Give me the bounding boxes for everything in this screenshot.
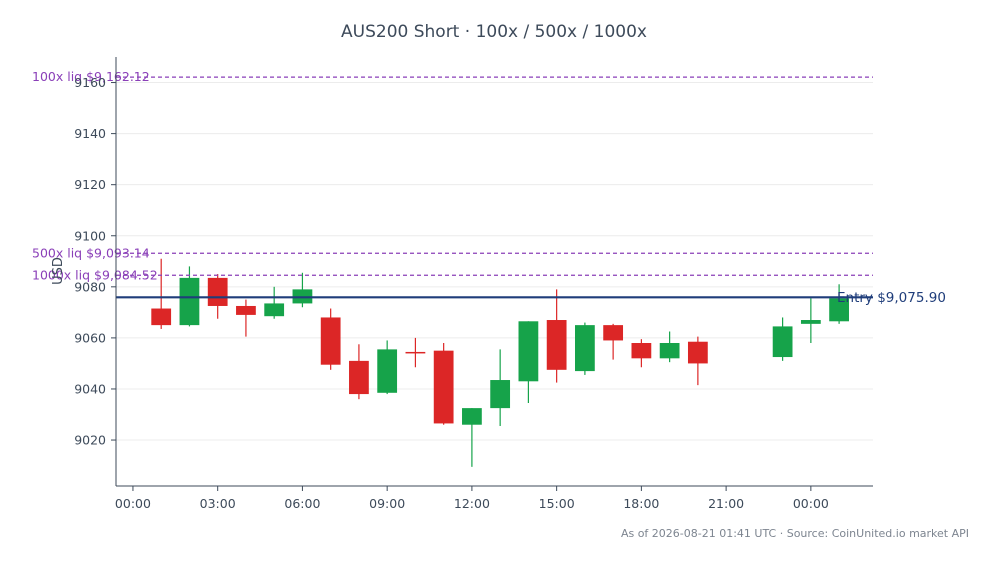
candle-body-up [377,349,398,393]
candle-body-up [179,277,200,326]
candle-body-down [236,305,256,315]
liq-1000x-label: 1000x liq $9,084.52 [32,267,158,282]
x-tick-label: 21:00 [708,496,744,511]
y-tick-label: 9140 [74,126,106,141]
ticks: 9020 9040 9060 9080 9100 9120 9140 9160 00:00 03:… [74,75,829,511]
chart-title: AUS200 Short · 100x / 500x / 1000x [341,22,647,42]
candle-body-down [603,325,624,341]
candle-body-down [546,320,567,370]
liq-100x-label: 100x liq $9,162.12 [32,69,150,84]
y-tick-label: 9100 [74,228,106,243]
candle-body-down [207,277,228,306]
axes [115,57,873,487]
candle-body-up [659,343,680,359]
candles [151,258,849,467]
x-tick-label: 06:00 [284,496,320,511]
x-tick-label: 00:00 [115,496,151,511]
candle-body-down [349,360,369,395]
x-tick-label: 03:00 [200,496,236,511]
x-tick-label: 00:00 [793,496,829,511]
y-axis-title: USD [51,257,66,285]
x-tick-label: 15:00 [539,496,575,511]
x-tick-label: 18:00 [623,496,659,511]
candle-body-up [264,303,285,317]
candle-body-up [772,326,793,358]
candle-body-down [320,317,341,365]
y-tick-label: 9060 [74,330,106,345]
liq-500x-label: 500x liq $9,093.14 [32,245,150,260]
candle-body-up [800,320,821,324]
source-footer: As of 2026-08-21 01:41 UTC · Source: Coi… [621,527,969,540]
x-tick-label: 12:00 [454,496,490,511]
y-tick-label: 9120 [74,177,106,192]
y-tick-label: 9080 [74,279,106,294]
y-tick-label: 9020 [74,433,106,448]
candle-body-up [575,325,595,372]
grid-lines [116,82,873,441]
reference-lines: 100x liq $9,162.12 500x liq $9,093.14 1000… [32,69,946,306]
y-tick-label: 9160 [74,75,106,90]
candle-body-up [490,380,511,409]
x-tick-label: 09:00 [369,496,405,511]
candle-body-down [687,341,708,364]
candle-body-down [433,350,454,424]
candle-body-up [829,298,849,322]
candle-body-down [631,343,652,359]
candle-body-up [462,408,482,425]
candle-body-down [405,351,426,354]
entry-label: Entry $9,075.90 [837,290,946,306]
candle-body-up [518,321,539,382]
candle-body-down [151,308,172,326]
y-tick-label: 9040 [74,381,106,396]
